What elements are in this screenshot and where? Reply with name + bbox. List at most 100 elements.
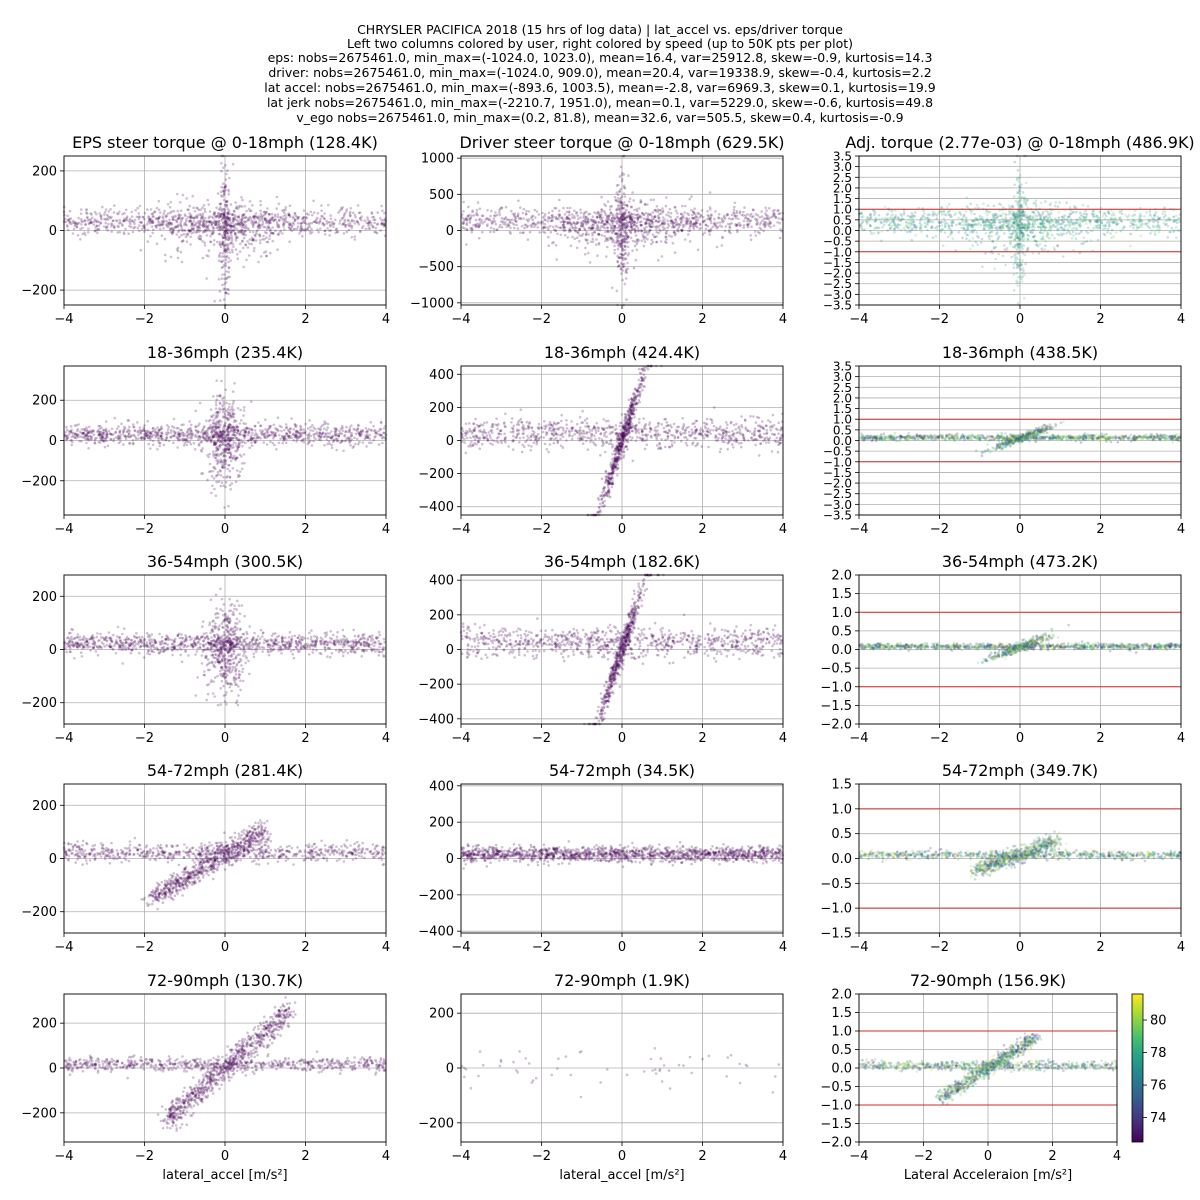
data-point <box>689 225 692 228</box>
data-point <box>755 234 758 237</box>
data-point <box>615 221 618 224</box>
data-point <box>969 203 972 206</box>
data-point <box>297 216 300 219</box>
data-point <box>550 220 553 223</box>
data-point <box>84 223 87 226</box>
data-point <box>686 212 689 215</box>
data-point <box>180 234 183 237</box>
data-point <box>1139 235 1142 238</box>
data-point <box>318 222 321 225</box>
data-point <box>944 220 947 223</box>
data-point <box>529 231 532 234</box>
data-point <box>919 227 922 230</box>
data-point <box>584 247 587 250</box>
data-point <box>123 233 126 236</box>
data-point <box>255 231 258 234</box>
data-point <box>1014 244 1017 247</box>
data-point <box>743 224 746 227</box>
data-point <box>1022 191 1025 194</box>
x-tick-label: 4 <box>779 312 787 327</box>
data-point <box>630 206 633 209</box>
data-point <box>218 208 221 211</box>
data-point <box>67 229 70 232</box>
data-point <box>650 199 653 202</box>
data-point <box>1007 226 1010 229</box>
data-point <box>666 230 669 233</box>
data-point <box>750 238 753 241</box>
data-point <box>1026 199 1029 202</box>
data-point <box>644 241 647 244</box>
data-point <box>681 229 684 232</box>
data-point <box>1115 231 1118 234</box>
data-point <box>549 225 552 228</box>
data-point <box>552 241 555 244</box>
data-point <box>1102 215 1105 218</box>
data-point <box>977 223 980 226</box>
data-point <box>996 216 999 219</box>
data-point <box>678 226 681 229</box>
data-point <box>208 249 211 252</box>
data-point <box>136 207 139 210</box>
data-point <box>202 215 205 218</box>
data-point <box>1001 209 1004 212</box>
data-point <box>224 186 227 189</box>
data-point <box>209 235 212 238</box>
data-point <box>689 240 692 243</box>
data-point <box>593 231 596 234</box>
data-point <box>177 257 180 260</box>
data-point <box>640 230 643 233</box>
data-point <box>616 184 619 187</box>
data-point <box>584 211 587 214</box>
data-point <box>242 230 245 233</box>
data-point <box>202 217 205 220</box>
data-point <box>989 211 992 214</box>
data-point <box>156 224 159 227</box>
data-point <box>580 212 583 215</box>
data-point <box>490 226 493 229</box>
data-point <box>1071 237 1074 240</box>
data-point <box>934 212 937 215</box>
subplot: Driver steer torque @ 0-18mph (629.5K)−4… <box>410 133 787 327</box>
data-point <box>303 428 306 431</box>
data-point <box>1132 227 1135 230</box>
data-point <box>1071 223 1074 226</box>
data-point <box>465 243 468 246</box>
data-point <box>158 222 161 225</box>
data-point <box>243 409 246 412</box>
data-point <box>95 225 98 228</box>
data-point <box>734 202 737 205</box>
data-point <box>952 237 955 240</box>
data-point <box>288 225 291 228</box>
data-point <box>1011 232 1014 235</box>
data-point <box>200 235 203 238</box>
data-point <box>332 225 335 228</box>
data-point <box>903 227 906 230</box>
data-point <box>967 207 970 210</box>
data-point <box>349 211 352 214</box>
data-point <box>1086 240 1089 243</box>
data-point <box>327 221 330 224</box>
data-point <box>123 212 126 215</box>
data-point <box>648 231 651 234</box>
data-point <box>1032 252 1035 255</box>
data-point <box>1018 230 1021 233</box>
data-point <box>219 203 222 206</box>
data-point <box>611 217 614 220</box>
data-point <box>153 211 156 214</box>
data-point <box>555 258 558 261</box>
data-point <box>268 237 271 240</box>
data-point <box>662 228 665 231</box>
data-point <box>261 238 264 241</box>
data-point <box>621 279 624 282</box>
data-point <box>137 434 140 437</box>
data-point <box>241 462 244 465</box>
data-point <box>1033 239 1036 242</box>
data-point <box>918 207 921 210</box>
data-point <box>308 222 311 225</box>
data-point <box>87 228 90 231</box>
data-point <box>310 211 313 214</box>
data-point <box>921 207 924 210</box>
data-point <box>520 218 523 221</box>
data-point <box>1036 244 1039 247</box>
data-point <box>764 217 767 220</box>
